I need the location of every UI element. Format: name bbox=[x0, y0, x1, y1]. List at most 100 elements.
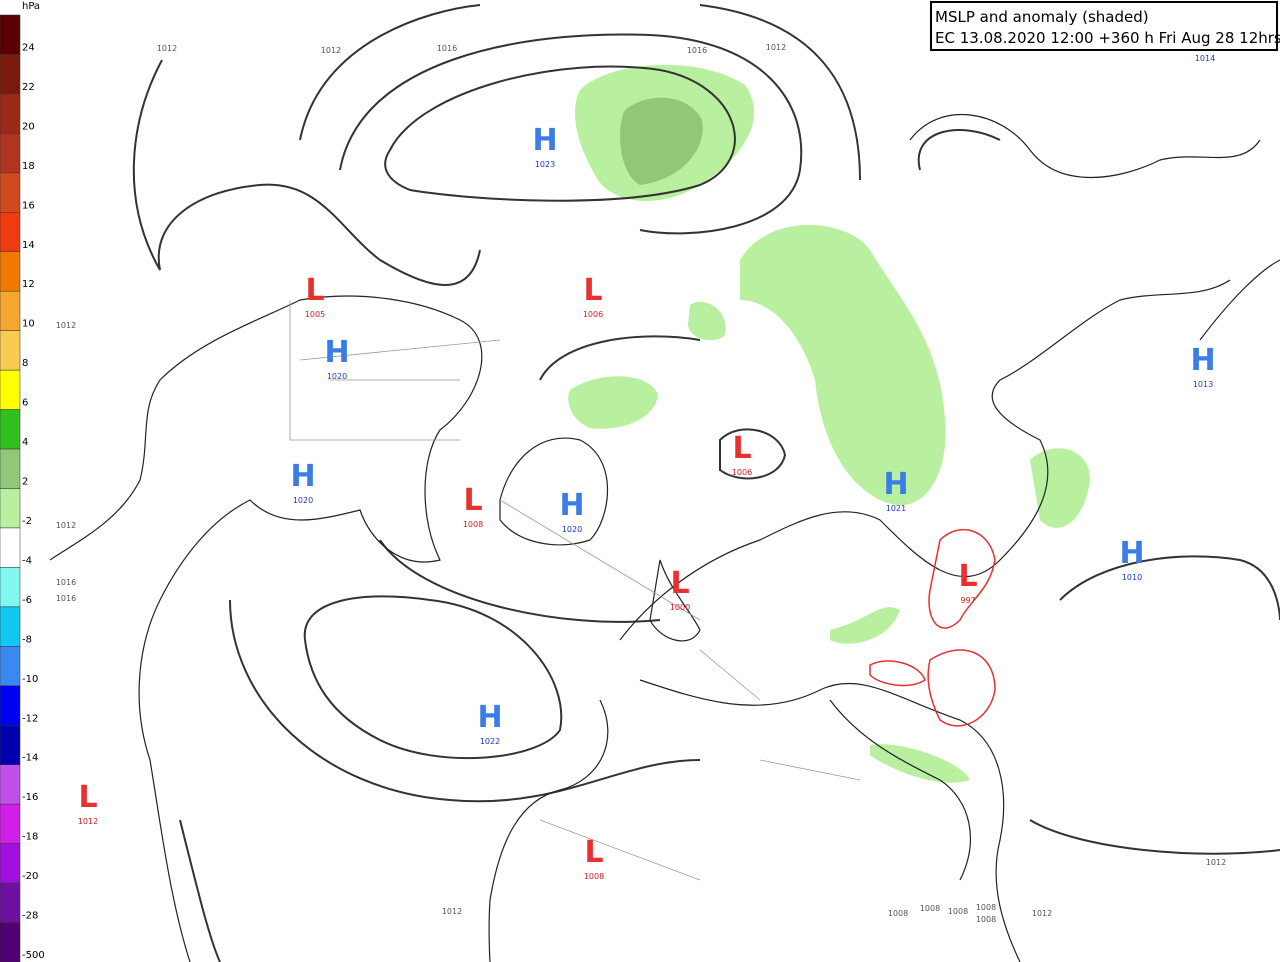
isobar-label: 1012 bbox=[442, 907, 462, 916]
colorbar-label: 10 bbox=[22, 319, 35, 330]
colorbar-swatch bbox=[0, 567, 21, 608]
center-letter: H bbox=[1190, 343, 1215, 378]
colorbar-swatch bbox=[0, 685, 21, 726]
isobar-label: 1012 bbox=[766, 43, 786, 52]
isobar-label: 1012 bbox=[1032, 909, 1052, 918]
center-value: 1006 bbox=[583, 310, 603, 319]
colorbar-label: 22 bbox=[22, 82, 35, 93]
colorbar-swatch bbox=[0, 843, 21, 884]
colorbar-label: 16 bbox=[22, 200, 35, 211]
colorbar-swatch bbox=[0, 330, 21, 371]
coastlines bbox=[49, 114, 1280, 962]
title-line: MSLP and anomaly (shaded) bbox=[935, 8, 1149, 26]
title-line: EC 13.08.2020 12:00 +360 h Fri Aug 28 12… bbox=[935, 29, 1280, 47]
isobar-label: 1012 bbox=[157, 44, 177, 53]
colorbar-swatch bbox=[0, 922, 21, 962]
colorbar-swatch bbox=[0, 369, 21, 410]
center-letter: L bbox=[305, 273, 324, 308]
colorbar-swatch bbox=[0, 290, 21, 331]
center-value: 1005 bbox=[305, 310, 325, 319]
colorbar-label: 2 bbox=[22, 477, 28, 488]
isobar-label: 1008 bbox=[948, 907, 968, 916]
isobar-label: 1014 bbox=[1195, 54, 1215, 63]
colorbar-unit: hPa bbox=[22, 1, 40, 12]
colorbar-swatch bbox=[0, 14, 21, 55]
center-value: 1023 bbox=[535, 160, 555, 169]
colorbar-label: 18 bbox=[22, 161, 35, 172]
isobar-label: 1012 bbox=[1206, 858, 1226, 867]
colorbar-swatch bbox=[0, 448, 21, 489]
colorbar-swatch bbox=[0, 172, 21, 213]
isobar-label: 1016 bbox=[437, 44, 457, 53]
isobar-label: 1008 bbox=[976, 915, 996, 924]
colorbar-swatch bbox=[0, 803, 21, 844]
center-value: 997 bbox=[960, 596, 975, 605]
center-letter: L bbox=[78, 780, 97, 815]
title-box: MSLP and anomaly (shaded) EC 13.08.2020 … bbox=[930, 1, 1280, 51]
center-letter: H bbox=[324, 335, 349, 370]
colorbar-swatch bbox=[0, 93, 21, 134]
colorbar-label: -10 bbox=[22, 674, 38, 685]
colorbar-swatch bbox=[0, 606, 21, 647]
center-letter: H bbox=[1119, 536, 1144, 571]
isobar-label: 1008 bbox=[888, 909, 908, 918]
center-value: 1010 bbox=[1122, 573, 1142, 582]
center-letter: L bbox=[670, 566, 689, 601]
center-letter: L bbox=[958, 559, 977, 594]
anomaly-shading bbox=[568, 64, 1090, 783]
center-letter: L bbox=[584, 835, 603, 870]
colorbar-label: -500 bbox=[22, 950, 45, 961]
isobar-label: 1008 bbox=[976, 903, 996, 912]
colorbar-label: -8 bbox=[22, 634, 32, 645]
colorbar-label: 20 bbox=[22, 121, 35, 132]
colorbar-label: -16 bbox=[22, 792, 38, 803]
colorbar-swatch bbox=[0, 527, 21, 568]
colorbar-swatch bbox=[0, 251, 21, 292]
colorbar-label: -18 bbox=[22, 832, 38, 843]
isobar-label: 1016 bbox=[56, 578, 76, 587]
borders bbox=[289, 300, 861, 881]
colorbar-swatch bbox=[0, 212, 21, 253]
center-value: 1008 bbox=[584, 872, 604, 881]
center-letter: H bbox=[290, 459, 315, 494]
isobars bbox=[132, 4, 1280, 962]
colorbar-label: 8 bbox=[22, 358, 28, 369]
isobar-label: 1016 bbox=[56, 594, 76, 603]
center-value: 1020 bbox=[293, 496, 313, 505]
isobar-label: 1016 bbox=[687, 46, 707, 55]
center-letter: H bbox=[477, 700, 502, 735]
isobar-label: 1012 bbox=[321, 46, 341, 55]
colorbar-label: 14 bbox=[22, 240, 35, 251]
isobar-label: 1012 bbox=[56, 321, 76, 330]
title-frame bbox=[930, 1, 1278, 51]
colorbar-label: -20 bbox=[22, 871, 38, 882]
colorbar-label: 4 bbox=[22, 437, 28, 448]
center-letter: H bbox=[559, 488, 584, 523]
colorbar-label: -12 bbox=[22, 713, 38, 724]
colorbar-swatch bbox=[0, 646, 21, 687]
colorbar-label: -6 bbox=[22, 595, 32, 606]
colorbar-label: 24 bbox=[22, 42, 35, 53]
center-value: 1008 bbox=[463, 520, 483, 529]
colorbar-swatch bbox=[0, 54, 21, 95]
center-value: 1020 bbox=[562, 525, 582, 534]
colorbar-swatch bbox=[0, 764, 21, 805]
center-letter: L bbox=[732, 431, 751, 466]
isobar-label: 1008 bbox=[920, 904, 940, 913]
center-value: 1000 bbox=[670, 603, 690, 612]
negative-anomaly-contours bbox=[869, 529, 996, 727]
colorbar-swatch bbox=[0, 133, 21, 174]
colorbar-label: -2 bbox=[22, 516, 32, 527]
center-value: 1022 bbox=[480, 737, 500, 746]
center-letter: H bbox=[883, 467, 908, 502]
center-value: 1012 bbox=[78, 817, 98, 826]
pressure-centers: H 1023 L 1005 L 1006 H 1020 H 1020 L 1008 H 1020 L 1006… bbox=[78, 123, 1216, 881]
colorbar-swatch bbox=[0, 725, 21, 765]
center-letter: L bbox=[463, 483, 482, 518]
colorbar-label: -4 bbox=[22, 555, 32, 566]
colorbar-label: -28 bbox=[22, 911, 38, 922]
colorbar-swatch bbox=[0, 488, 21, 529]
center-value: 1006 bbox=[732, 468, 752, 477]
center-value: 1013 bbox=[1193, 380, 1213, 389]
isobar-labels: 1012 1012 1016 1016 1012 1014 1012 1012 1016 1016… bbox=[56, 43, 1226, 924]
